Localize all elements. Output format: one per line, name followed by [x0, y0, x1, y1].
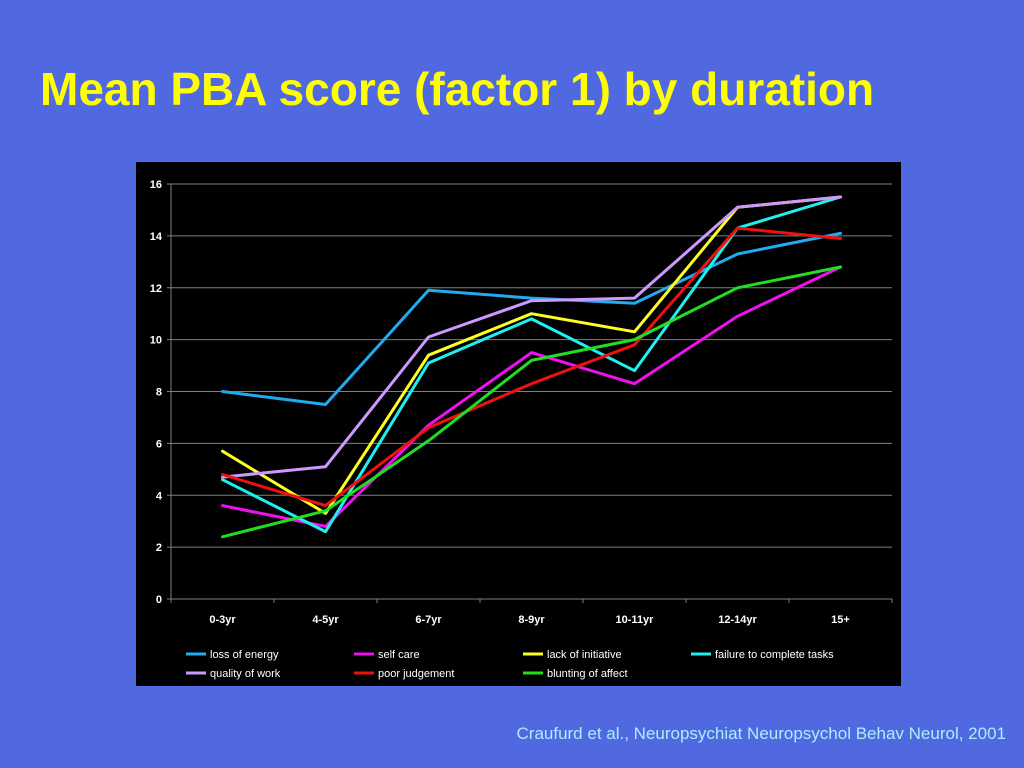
legend: loss of energy self care lack of initiativ… — [186, 649, 834, 680]
y-tick-label: 10 — [150, 335, 162, 347]
x-tick-label: 15+ — [831, 614, 850, 626]
y-tick-label: 6 — [156, 438, 162, 450]
series-line-poor-judgement — [221, 226, 842, 508]
x-tick-label: 6-7yr — [415, 614, 442, 626]
slide-title: Mean PBA score (factor 1) by duration — [40, 63, 875, 115]
x-tick-label: 4-5yr — [312, 614, 339, 626]
y-tick-label: 12 — [150, 283, 162, 295]
x-tick-label: 8-9yr — [518, 614, 545, 626]
y-tick-label: 14 — [150, 231, 163, 243]
x-tick-label: 12-14yr — [718, 614, 757, 626]
legend-label: lack of initiative — [547, 649, 622, 661]
series-line-blunting-of-affect — [221, 265, 842, 539]
citation: Craufurd et al., Neuropsychiat Neuropsyc… — [516, 724, 1007, 743]
series-lines — [221, 195, 842, 539]
chart-area: 0 2 4 6 8 10 12 14 16 0-3yr 4-5yr 6-7yr 8-9yr 10-11yr… — [136, 162, 901, 686]
x-tick-label: 0-3yr — [209, 614, 236, 626]
legend-label: quality of work — [210, 668, 281, 680]
axes: 0 2 4 6 8 10 12 14 16 0-3yr 4-5yr 6-7yr 8-9yr 10-11yr… — [150, 179, 893, 626]
y-tick-label: 0 — [156, 594, 162, 606]
legend-label: poor judgement — [378, 668, 454, 680]
series-line-loss-of-energy — [221, 231, 842, 406]
legend-label: self care — [378, 649, 420, 661]
legend-label: blunting of affect — [547, 668, 628, 680]
y-tick-label: 16 — [150, 179, 162, 191]
series-line-self-care — [221, 265, 842, 528]
x-tick-label: 10-11yr — [616, 614, 655, 626]
legend-label: loss of energy — [210, 649, 279, 661]
legend-label: failure to complete tasks — [715, 649, 834, 661]
y-tick-label: 2 — [156, 542, 162, 554]
y-tick-label: 4 — [156, 490, 163, 502]
series-line-quality-of-work — [221, 195, 842, 479]
series-line-lack-of-initiative — [221, 195, 842, 515]
y-tick-label: 8 — [156, 387, 162, 399]
line-chart: 0 2 4 6 8 10 12 14 16 0-3yr 4-5yr 6-7yr 8-9yr 10-11yr… — [150, 179, 893, 680]
series-line-failure-to-complete-tasks — [221, 195, 842, 534]
